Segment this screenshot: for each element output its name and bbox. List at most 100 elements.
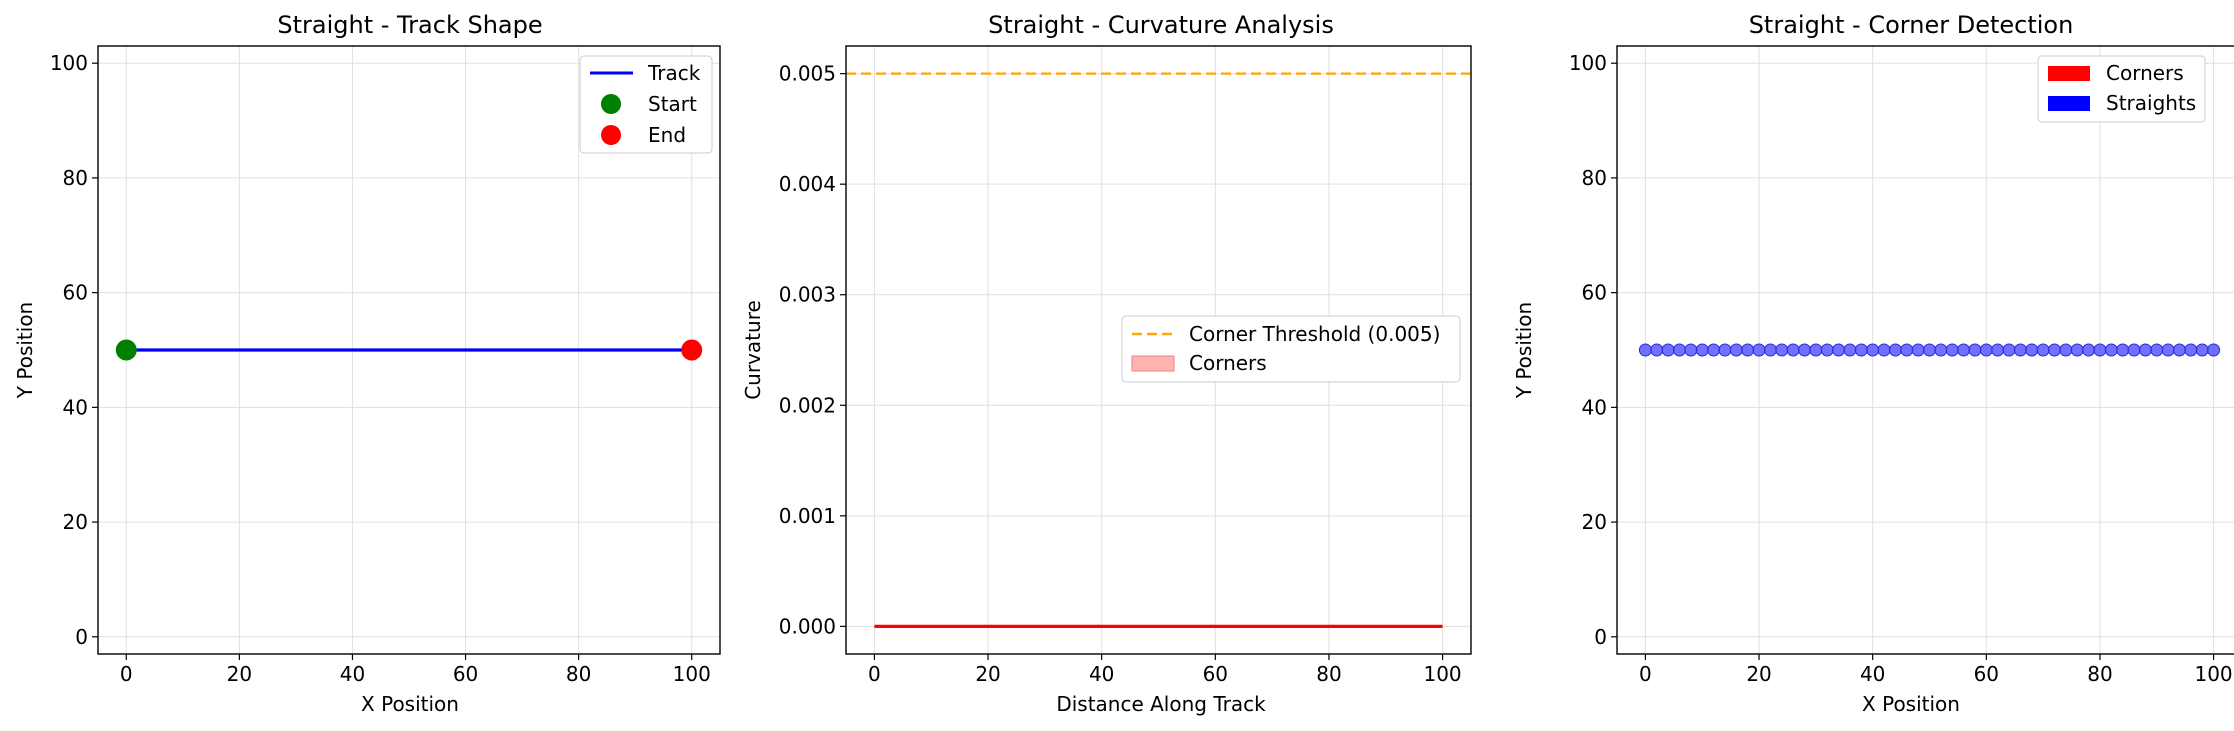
corner-detection-point-1-1 — [1650, 343, 1664, 357]
track-shape-axes-frame — [97, 45, 721, 655]
legend-threshold-label: Corner Threshold (0.005) — [1189, 322, 1440, 346]
corner-detection-xtick-label-3: 60 — [1974, 662, 1999, 686]
track-shape-xtick-label-0: 0 — [120, 662, 133, 686]
corner-detection-point-1-17 — [1832, 343, 1846, 357]
corner-detection-ytick-label-5: 100 — [1569, 51, 1607, 75]
corner-detection-ylabel: Y Position — [1512, 302, 1536, 399]
corner-detection-point-1-37 — [2059, 343, 2073, 357]
corner-detection-point-1-8 — [1729, 343, 1743, 357]
corner-detection-point-1-40 — [2093, 343, 2107, 357]
corner-detection-point-1-25 — [1923, 343, 1936, 357]
track-shape-title: Straight - Track Shape — [277, 11, 542, 39]
corner-detection-point-1-39 — [2082, 343, 2096, 357]
corner-detection-plot-area: 0 20 40 60 80 100 0 20 40 60 80 100 — [1569, 45, 2234, 686]
track-shape-plot-area: 0 20 40 60 80 100 0 20 40 60 80 100 — [50, 45, 721, 686]
corner-detection-xtick-label-4: 80 — [2087, 662, 2112, 686]
corner-detection-point-1-47 — [2173, 343, 2186, 357]
corner-detection-point-1-23 — [1900, 343, 1914, 357]
corner-detection-point-1-33 — [2013, 343, 2027, 357]
corner-detection-point-1-48 — [2184, 343, 2198, 357]
corner-detection-xlabel: X Position — [1862, 692, 1960, 716]
corner-detection-point-1-13 — [1786, 343, 1800, 357]
corner-detection-point-1-32 — [2002, 343, 2016, 357]
corner-detection-point-1-24 — [1911, 343, 1925, 357]
corner-detection-point-1-26 — [1934, 343, 1948, 357]
track-shape-xtick-label-3: 60 — [453, 662, 478, 686]
corner-detection-point-1-29 — [1968, 343, 1982, 357]
corner-detection-ytick-label-3: 60 — [1582, 281, 1607, 305]
curvature-panel: Straight - Curvature Analysis Distance A… — [741, 11, 1472, 716]
track-shape-xtick-label-4: 80 — [566, 662, 591, 686]
curvature-axes-frame — [845, 45, 1472, 655]
curvature-xtick-label-1: 20 — [975, 662, 1000, 686]
corner-detection-axes-frame — [1616, 45, 2234, 655]
corner-detection-point-1-34 — [2025, 343, 2039, 357]
corner-detection-point-1-14 — [1798, 343, 1811, 357]
legend-corners-patch-label: Corners — [2106, 61, 2184, 85]
corner-detection-panel: Straight - Corner Detection X Position Y… — [1512, 11, 2234, 716]
corner-detection-ytick-label-1: 20 — [1582, 510, 1607, 534]
curvature-xlabel: Distance Along Track — [1056, 692, 1266, 716]
curvature-ytick-label-0: 0.000 — [779, 614, 836, 638]
track-shape-xtick-label-2: 40 — [340, 662, 365, 686]
curvature-legend: Corner Threshold (0.005) Corners — [1121, 315, 1461, 383]
curvature-title: Straight - Curvature Analysis — [988, 11, 1334, 39]
corner-detection-point-1-20 — [1866, 343, 1880, 357]
corner-detection-point-1-21 — [1877, 343, 1891, 357]
curvature-xtick-label-2: 40 — [1089, 662, 1114, 686]
curvature-ylabel: Curvature — [741, 300, 765, 400]
corner-detection-point-1-28 — [1957, 343, 1971, 357]
curvature-xtick-label-5: 100 — [1423, 662, 1461, 686]
corner-detection-xtick-label-5: 100 — [2194, 662, 2232, 686]
track-shape-xtick-label-1: 20 — [227, 662, 252, 686]
legend-straights-swatch — [2048, 96, 2090, 111]
corner-detection-legend: Corners Straights — [2037, 55, 2206, 123]
track-shape-point-2-0 — [681, 339, 703, 361]
curvature-ytick-label-2: 0.002 — [779, 393, 836, 417]
corner-detection-point-1-2 — [1661, 343, 1675, 357]
corner-detection-point-1-35 — [2036, 343, 2050, 357]
corner-detection-point-1-27 — [1945, 343, 1959, 357]
track-shape-xtick-label-5: 100 — [673, 662, 711, 686]
corner-detection-ytick-label-2: 40 — [1582, 395, 1607, 419]
curvature-xtick-label-3: 60 — [1203, 662, 1228, 686]
corner-detection-point-1-19 — [1854, 343, 1868, 357]
corner-detection-ytick-label-4: 80 — [1582, 166, 1607, 190]
legend-corners-swatch — [1131, 355, 1175, 372]
corner-detection-title: Straight - Corner Detection — [1749, 11, 2074, 39]
corner-detection-point-1-3 — [1673, 343, 1686, 357]
corner-detection-point-1-7 — [1718, 343, 1732, 357]
corner-detection-point-1-41 — [2104, 343, 2118, 357]
legend-start-label: Start — [648, 92, 697, 116]
corner-detection-point-1-50 — [2207, 343, 2221, 357]
corner-detection-point-1-9 — [1741, 343, 1755, 357]
corner-detection-point-1-45 — [2150, 343, 2164, 357]
track-shape-ytick-label-3: 60 — [63, 281, 88, 305]
curvature-ytick-label-3: 0.003 — [779, 283, 836, 307]
legend-straights-label: Straights — [2106, 91, 2196, 115]
corner-detection-point-1-43 — [2127, 343, 2141, 357]
curvature-xtick-label-4: 80 — [1316, 662, 1341, 686]
curvature-legend-box — [1121, 315, 1461, 383]
track-shape-ytick-label-4: 80 — [63, 166, 88, 190]
track-shape-panel: Straight - Track Shape X Position Y Posi… — [13, 11, 721, 716]
track-shape-ytick-label-1: 20 — [63, 510, 88, 534]
corner-detection-point-1-49 — [2195, 343, 2209, 357]
corner-detection-point-1-15 — [1809, 343, 1823, 357]
corner-detection-point-1-31 — [1991, 343, 2005, 357]
corner-detection-ytick-label-0: 0 — [1594, 625, 1607, 649]
track-shape-xlabel: X Position — [361, 692, 459, 716]
legend-end-swatch — [601, 125, 621, 145]
track-shape-ytick-label-5: 100 — [50, 51, 88, 75]
corner-detection-point-1-42 — [2116, 343, 2130, 357]
corner-detection-xtick-label-2: 40 — [1860, 662, 1885, 686]
corner-detection-point-1-30 — [1979, 343, 1993, 357]
legend-track-label: Track — [647, 61, 701, 85]
corner-detection-point-1-0 — [1638, 343, 1652, 357]
corner-detection-point-1-10 — [1752, 343, 1766, 357]
corner-detection-point-1-22 — [1888, 343, 1902, 357]
track-shape-ytick-label-0: 0 — [75, 625, 88, 649]
curvature-ytick-label-5: 0.005 — [779, 62, 836, 86]
